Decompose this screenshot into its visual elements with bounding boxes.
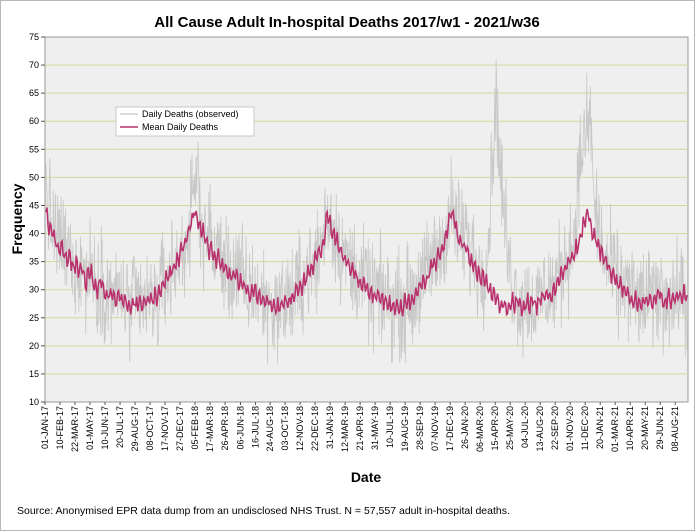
x-tick-label: 07-NOV-19	[430, 406, 440, 451]
x-tick-label: 26-JAN-20	[460, 406, 470, 449]
x-tick-label: 12-NOV-18	[295, 406, 305, 451]
y-tick-label: 55	[29, 144, 39, 154]
y-tick-label: 25	[29, 313, 39, 323]
legend: Daily Deaths (observed) Mean Daily Death…	[115, 106, 255, 137]
x-tick-label: 06-MAR-20	[475, 406, 485, 452]
mean-series-group	[45, 207, 688, 317]
x-tick-label: 17-MAR-18	[205, 406, 215, 452]
source-note: Source: Anonymised EPR data dump from an…	[17, 505, 510, 517]
x-tick-label: 01-MAY-17	[85, 406, 95, 450]
x-tick-label: 22-DEC-18	[310, 406, 320, 451]
y-tick-label: 35	[29, 257, 39, 267]
x-tick-label: 20-JUL-17	[115, 406, 125, 448]
x-tick-label: 25-MAY-20	[505, 406, 515, 450]
y-tick-label: 40	[29, 229, 39, 239]
legend-label-observed: Daily Deaths (observed)	[142, 109, 239, 119]
x-tick-label: 10-FEB-17	[55, 406, 65, 450]
x-tick-label: 06-JUN-18	[235, 406, 245, 450]
y-tick-label: 15	[29, 369, 39, 379]
x-tick-label: 08-OCT-17	[145, 406, 155, 451]
x-tick-label: 20-JAN-21	[595, 406, 605, 449]
x-tick-label: 17-DEC-19	[445, 406, 455, 451]
legend-box	[115, 106, 255, 137]
x-tick-label: 04-JUL-20	[520, 406, 530, 448]
plot-area	[44, 36, 689, 403]
x-tick-label: 10-APR-21	[625, 406, 635, 451]
x-tick-label: 03-OCT-18	[280, 406, 290, 451]
x-tick-label: 24-AUG-18	[265, 406, 275, 452]
x-tick-label: 16-JUL-18	[250, 406, 260, 448]
x-axis-label: Date	[351, 469, 382, 485]
x-tick-label: 26-APR-18	[220, 406, 230, 451]
x-tick-label: 19-AUG-19	[400, 406, 410, 452]
x-tick-label: 10-JUN-17	[100, 406, 110, 450]
x-tick-label: 28-SEP-19	[415, 406, 425, 450]
x-tick-label: 22-MAR-17	[70, 406, 80, 452]
observed-daily-line	[45, 59, 688, 365]
mean-daily-line	[45, 207, 688, 317]
y-tick-label: 20	[29, 341, 39, 351]
y-tick-label: 70	[29, 60, 39, 70]
y-axis-label: Frequency	[9, 183, 25, 254]
x-tick-label: 22-SEP-20	[550, 406, 560, 450]
x-tick-label: 12-MAR-19	[340, 406, 350, 452]
x-tick-label: 31-MAY-19	[370, 406, 380, 450]
x-tick-label: 29-AUG-17	[130, 406, 140, 452]
x-tick-label: 13-AUG-20	[535, 406, 545, 452]
x-tick-label: 27-DEC-17	[175, 406, 185, 451]
x-tick-label: 05-FEB-18	[190, 406, 200, 450]
y-tick-label: 65	[29, 88, 39, 98]
x-tick-label: 10-JUL-19	[385, 406, 395, 448]
y-tick-label: 60	[29, 116, 39, 126]
legend-label-mean: Mean Daily Deaths	[142, 122, 219, 132]
x-tick-label: 21-APR-19	[355, 406, 365, 451]
x-tick-label: 17-NOV-17	[160, 406, 170, 451]
y-axis-ticks: 10 15 20 25 30 35 40 45 50 55 60 65 70 75	[29, 32, 45, 407]
y-tick-label: 50	[29, 172, 39, 182]
y-tick-label: 45	[29, 200, 39, 210]
x-tick-label: 01-MAR-21	[610, 406, 620, 452]
x-tick-label: 15-APR-20	[490, 406, 500, 451]
x-tick-label: 31-JAN-19	[325, 406, 335, 449]
chart-title: All Cause Adult In-hospital Deaths 2017/…	[154, 14, 539, 31]
y-tick-label: 75	[29, 32, 39, 42]
y-tick-label: 30	[29, 285, 39, 295]
x-tick-label: 20-MAY-21	[640, 406, 650, 450]
x-tick-label: 08-AUG-21	[670, 406, 680, 452]
observed-series-group	[45, 59, 688, 365]
x-tick-label: 01-NOV-20	[565, 406, 575, 451]
x-tick-label: 01-JAN-17	[40, 406, 50, 449]
x-tick-label: 29-JUN-21	[655, 406, 665, 450]
x-tick-label: 11-DEC-20	[580, 406, 590, 450]
x-axis-ticks: 01-JAN-17 10-FEB-17 22-MAR-17 01-MAY-17 10-J…	[40, 402, 680, 452]
y-tick-label: 10	[29, 397, 39, 407]
